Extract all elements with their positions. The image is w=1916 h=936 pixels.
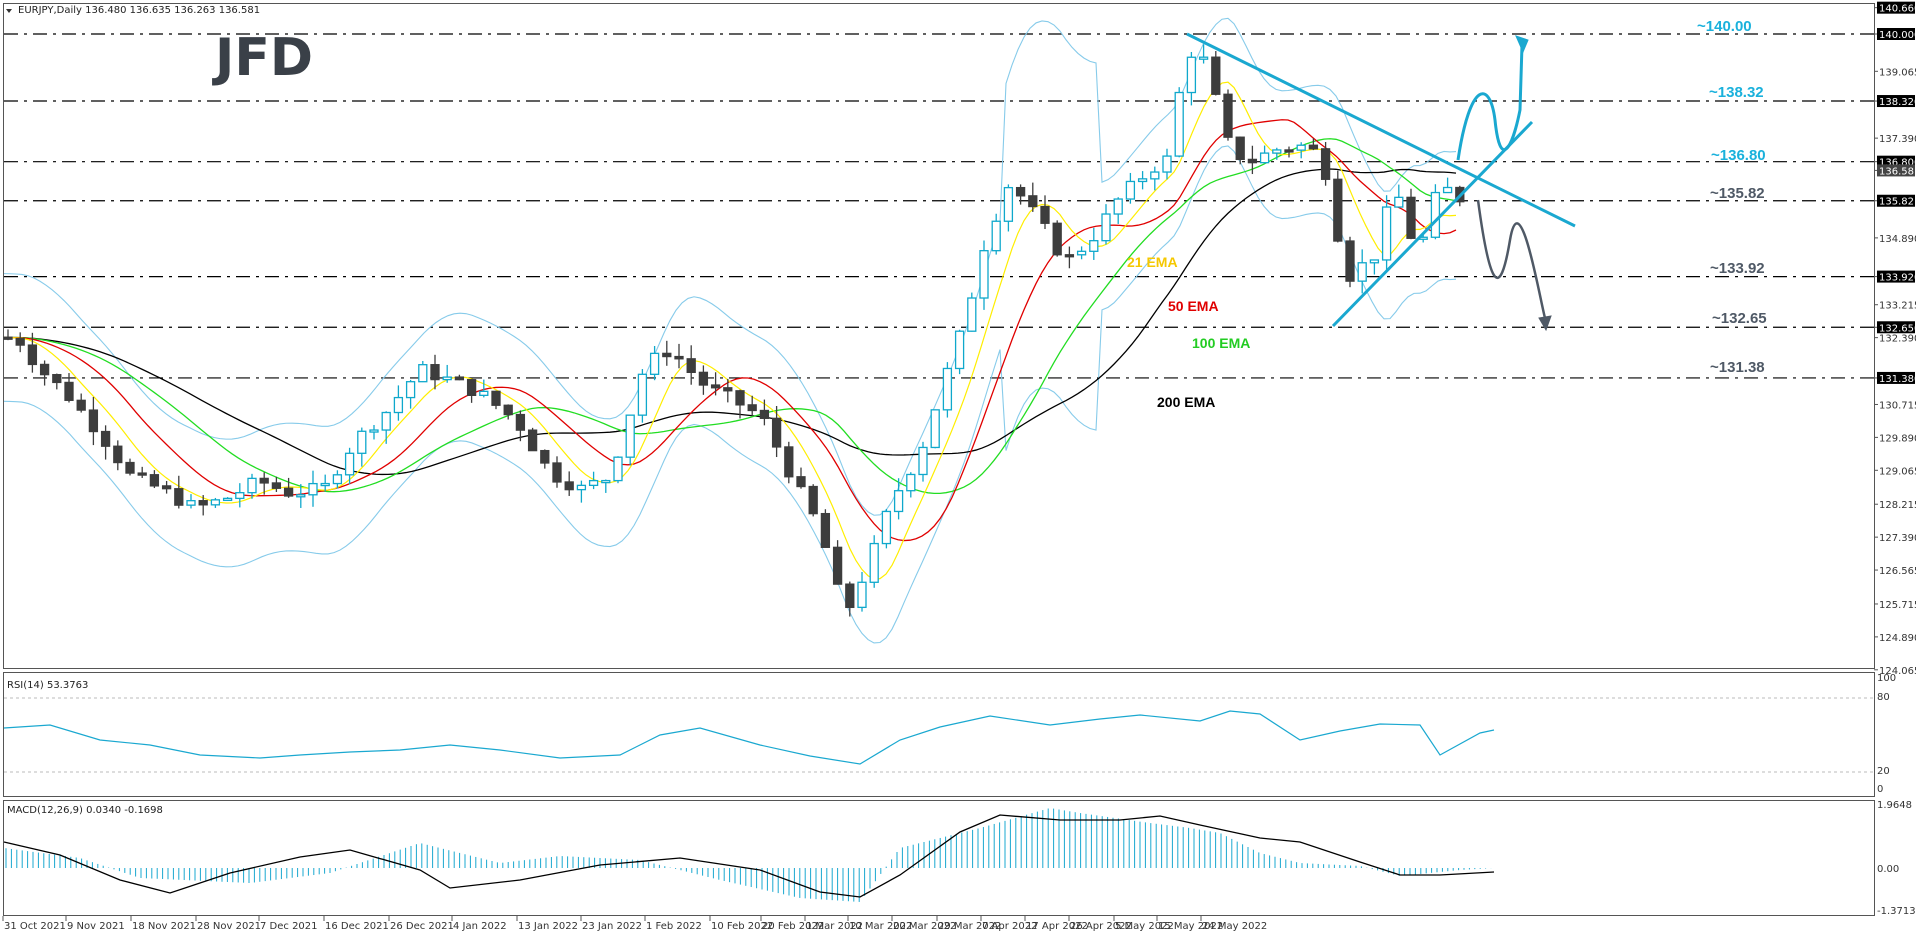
svg-text:140.000: 140.000 xyxy=(1879,30,1916,41)
svg-text:9 Nov 2021: 9 Nov 2021 xyxy=(67,921,125,932)
svg-text:124.890: 124.890 xyxy=(1879,633,1916,644)
level-label-136-80: ~136.80 xyxy=(1711,147,1766,164)
svg-text:130.715: 130.715 xyxy=(1879,400,1916,411)
svg-text:133.920: 133.920 xyxy=(1879,273,1916,284)
macd-tick-max: 1.9648 xyxy=(1877,800,1912,811)
svg-text:4 Jan 2022: 4 Jan 2022 xyxy=(453,921,507,932)
svg-text:1 Feb 2022: 1 Feb 2022 xyxy=(646,921,702,932)
svg-text:126.565: 126.565 xyxy=(1879,566,1916,577)
svg-text:125.715: 125.715 xyxy=(1879,600,1916,611)
rsi-tick-80: 80 xyxy=(1877,692,1890,703)
rsi-title: RSI(14) 53.3763 xyxy=(7,680,88,691)
svg-text:131.380: 131.380 xyxy=(1879,374,1916,385)
svg-text:132.390: 132.390 xyxy=(1879,334,1916,345)
svg-text:31 Oct 2021: 31 Oct 2021 xyxy=(4,921,66,932)
level-label-132-65: ~132.65 xyxy=(1712,310,1767,327)
macd-tick-zero: 0.00 xyxy=(1877,864,1899,875)
svg-text:17 Apr 2022: 17 Apr 2022 xyxy=(1026,921,1088,932)
level-label-138-32: ~138.32 xyxy=(1709,84,1764,101)
svg-text:28 Nov 2021: 28 Nov 2021 xyxy=(197,921,261,932)
rsi-axis: 100 80 20 0 xyxy=(1877,673,1896,795)
svg-text:1 Mar 2022: 1 Mar 2022 xyxy=(806,921,863,932)
svg-text:18 Nov 2021: 18 Nov 2021 xyxy=(132,921,196,932)
rsi-tick-20: 20 xyxy=(1877,766,1890,777)
svg-text:136.581: 136.581 xyxy=(1879,166,1916,177)
macd-axis: 1.9648 0.00 -1.3713 xyxy=(1877,800,1916,917)
svg-text:139.065: 139.065 xyxy=(1879,67,1916,78)
macd-tick-min: -1.3713 xyxy=(1877,906,1916,917)
svg-text:124.065: 124.065 xyxy=(1879,666,1916,677)
svg-text:140.660: 140.660 xyxy=(1879,4,1916,15)
level-label-140: ~140.00 xyxy=(1697,18,1752,35)
svg-text:24 May 2022: 24 May 2022 xyxy=(1202,921,1267,932)
rsi-tick-100: 100 xyxy=(1877,673,1896,684)
collapse-triangle-icon[interactable] xyxy=(6,9,12,13)
svg-text:29 Mar 2022: 29 Mar 2022 xyxy=(938,921,1001,932)
svg-text:23 Jan 2022: 23 Jan 2022 xyxy=(582,921,642,932)
symbol-header: EURJPY,Daily 136.480 136.635 136.263 136… xyxy=(18,5,260,16)
horizontal-levels xyxy=(4,33,1874,773)
svg-text:20 Mar 2022: 20 Mar 2022 xyxy=(893,921,956,932)
macd-indicator xyxy=(3,808,1495,902)
svg-text:129.890: 129.890 xyxy=(1879,433,1916,444)
logo-text: JFD xyxy=(212,28,313,88)
candlesticks xyxy=(3,44,1465,617)
svg-text:20 Feb 2022: 20 Feb 2022 xyxy=(762,921,824,932)
level-label-135-82: ~135.82 xyxy=(1710,185,1765,202)
level-label-133-92: ~133.92 xyxy=(1710,260,1765,277)
svg-text:26 Apr 2022: 26 Apr 2022 xyxy=(1070,921,1132,932)
svg-text:26 Dec 2021: 26 Dec 2021 xyxy=(390,921,454,932)
level-label-131-38: ~131.38 xyxy=(1710,359,1765,376)
jfd-logo: JFD xyxy=(212,28,313,88)
svg-text:13 Jan 2022: 13 Jan 2022 xyxy=(518,921,578,932)
ema200-label: 200 EMA xyxy=(1157,394,1215,410)
price-axis: 140.660 140.000 139.065 138.320 137.390 136.8… xyxy=(1874,1,1916,677)
ema50-label: 50 EMA xyxy=(1168,298,1219,314)
time-axis: 31 Oct 2021 9 Nov 2021 18 Nov 2021 28 Nov 2… xyxy=(2,916,1267,932)
svg-text:136.800: 136.800 xyxy=(1879,158,1916,169)
svg-text:15 May 2022: 15 May 2022 xyxy=(1158,921,1223,932)
macd-pane[interactable] xyxy=(3,800,1875,916)
svg-text:134.890: 134.890 xyxy=(1879,234,1916,245)
svg-text:138.320: 138.320 xyxy=(1879,97,1916,108)
svg-text:10 Mar 2022: 10 Mar 2022 xyxy=(849,921,912,932)
rsi-line xyxy=(3,710,1495,765)
svg-text:16 Dec 2021: 16 Dec 2021 xyxy=(325,921,389,932)
svg-text:135.821: 135.821 xyxy=(1879,197,1916,208)
macd-title: MACD(12,26,9) 0.0340 -0.1698 xyxy=(7,805,163,816)
svg-text:132.650: 132.650 xyxy=(1879,323,1916,334)
svg-text:129.065: 129.065 xyxy=(1879,466,1916,477)
svg-text:7 Dec 2021: 7 Dec 2021 xyxy=(260,921,318,932)
svg-text:127.390: 127.390 xyxy=(1879,533,1916,544)
svg-text:5 May 2022: 5 May 2022 xyxy=(1115,921,1174,932)
ema21-label: 21 EMA xyxy=(1127,254,1178,270)
bollinger-bands xyxy=(3,17,1457,644)
price-pane[interactable] xyxy=(3,3,1875,669)
ema100-label: 100 EMA xyxy=(1192,335,1250,351)
svg-text:137.390: 137.390 xyxy=(1879,134,1916,145)
rsi-tick-0: 0 xyxy=(1877,784,1883,795)
svg-text:128.215: 128.215 xyxy=(1879,500,1916,511)
triangle-pattern xyxy=(1186,32,1576,332)
svg-text:10 Feb 2022: 10 Feb 2022 xyxy=(711,921,773,932)
svg-text:133.215: 133.215 xyxy=(1879,301,1916,312)
svg-text:7 Apr 2022: 7 Apr 2022 xyxy=(982,921,1037,932)
rsi-pane[interactable] xyxy=(3,672,1875,797)
